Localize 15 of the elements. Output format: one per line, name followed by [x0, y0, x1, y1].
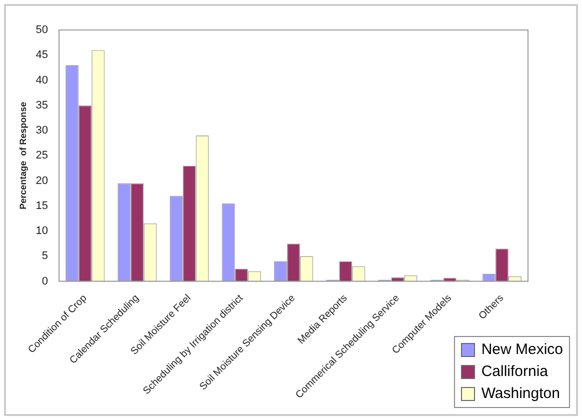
y-tick-label: 20 — [36, 174, 48, 187]
y-tick-label: 35 — [36, 99, 48, 112]
y-axis-title: Percentage of Response — [18, 102, 28, 210]
y-tick-label: 30 — [36, 124, 48, 137]
legend-label: New Mexico — [481, 340, 563, 360]
legend-label: Callifornia — [481, 362, 548, 382]
y-tick-label: 40 — [36, 74, 48, 86]
y-tick-label: 5 — [42, 250, 48, 262]
y-tick-label: 15 — [36, 200, 48, 212]
y-tick-label: 0 — [42, 275, 48, 288]
legend-label: Washington — [481, 384, 560, 404]
y-tick-label: 45 — [36, 49, 48, 62]
y-tick-label: 25 — [36, 150, 48, 162]
y-tick-label: 10 — [36, 225, 48, 238]
y-tick-label: 50 — [36, 24, 48, 36]
